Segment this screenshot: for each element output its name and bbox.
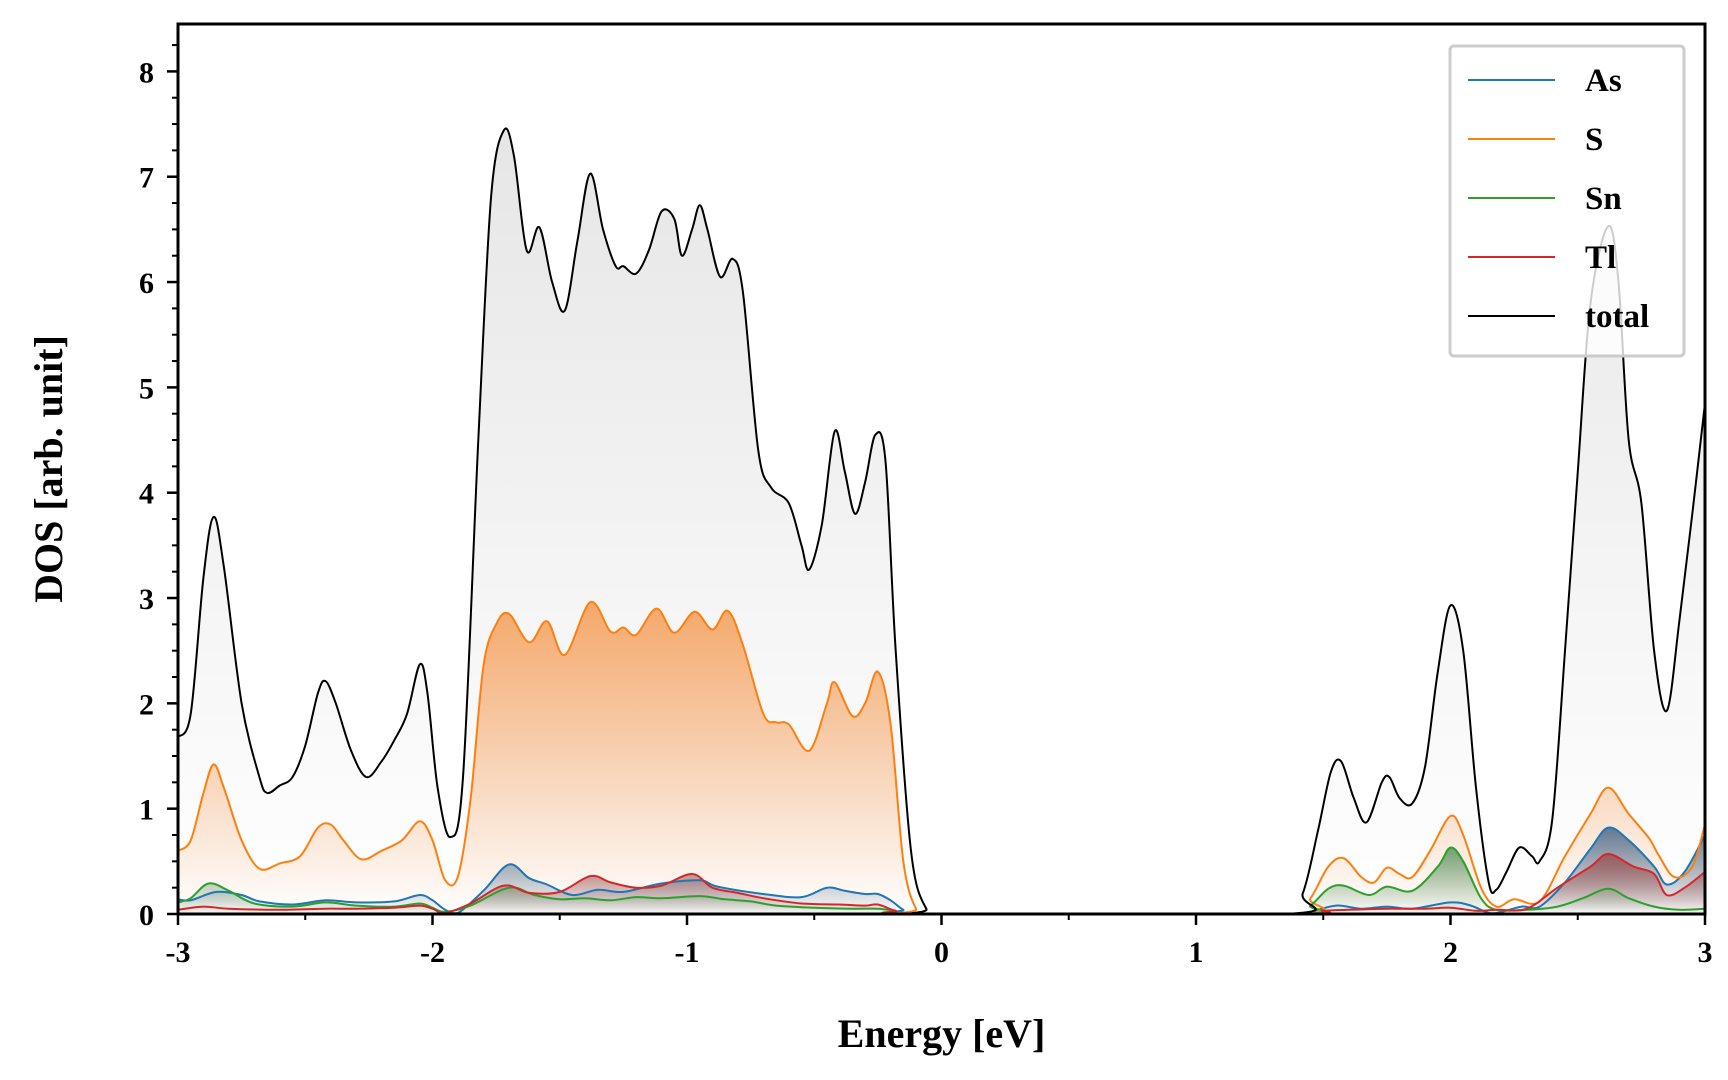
- y-tick-label: 2: [139, 688, 154, 721]
- series-line-sn: [177, 846, 1706, 916]
- y-tick-label: 0: [139, 899, 154, 932]
- series-line-tl: [177, 853, 1706, 916]
- x-tick-label: -3: [166, 936, 191, 969]
- x-tick-label: 3: [1698, 936, 1713, 969]
- x-axis-label: Energy [eV]: [838, 1011, 1046, 1056]
- x-tick-label: 2: [1443, 936, 1458, 969]
- y-tick-label: 4: [139, 478, 154, 511]
- legend-label-total: total: [1585, 299, 1649, 335]
- legend-label-as: As: [1585, 63, 1622, 99]
- y-tick-label: 3: [139, 583, 154, 616]
- series-fill-sn: [178, 847, 1705, 914]
- y-tick-label: 8: [139, 56, 154, 89]
- x-tick-label: 1: [1189, 936, 1204, 969]
- legend-label-sn: Sn: [1585, 181, 1622, 217]
- x-tick-label: -1: [675, 936, 700, 969]
- y-tick-label: 5: [139, 372, 154, 405]
- series-line-as: [177, 826, 1706, 916]
- series-line-total: [177, 127, 1706, 916]
- series-fill-s: [178, 601, 1705, 914]
- x-tick-label: -2: [420, 936, 445, 969]
- legend-label-tl: Tl: [1585, 240, 1616, 276]
- y-tick-label: 1: [139, 794, 154, 827]
- series-line-s: [177, 601, 1706, 916]
- series-lines: [177, 127, 1706, 916]
- legend: As S Sn Tl total: [1448, 44, 1686, 358]
- x-tick-label: 0: [934, 936, 949, 969]
- y-axis-label: DOS [arb. unit]: [26, 335, 71, 603]
- legend-label-s: S: [1585, 122, 1603, 158]
- legend-box: [1448, 44, 1686, 358]
- y-tick-label: 6: [139, 267, 154, 300]
- x-axis-ticks: -3 -2 -1 0 1 2 3: [166, 914, 1713, 969]
- y-tick-label: 7: [139, 162, 154, 195]
- y-axis-ticks: 0 1 2 3 4 5 6 7 8: [139, 44, 178, 932]
